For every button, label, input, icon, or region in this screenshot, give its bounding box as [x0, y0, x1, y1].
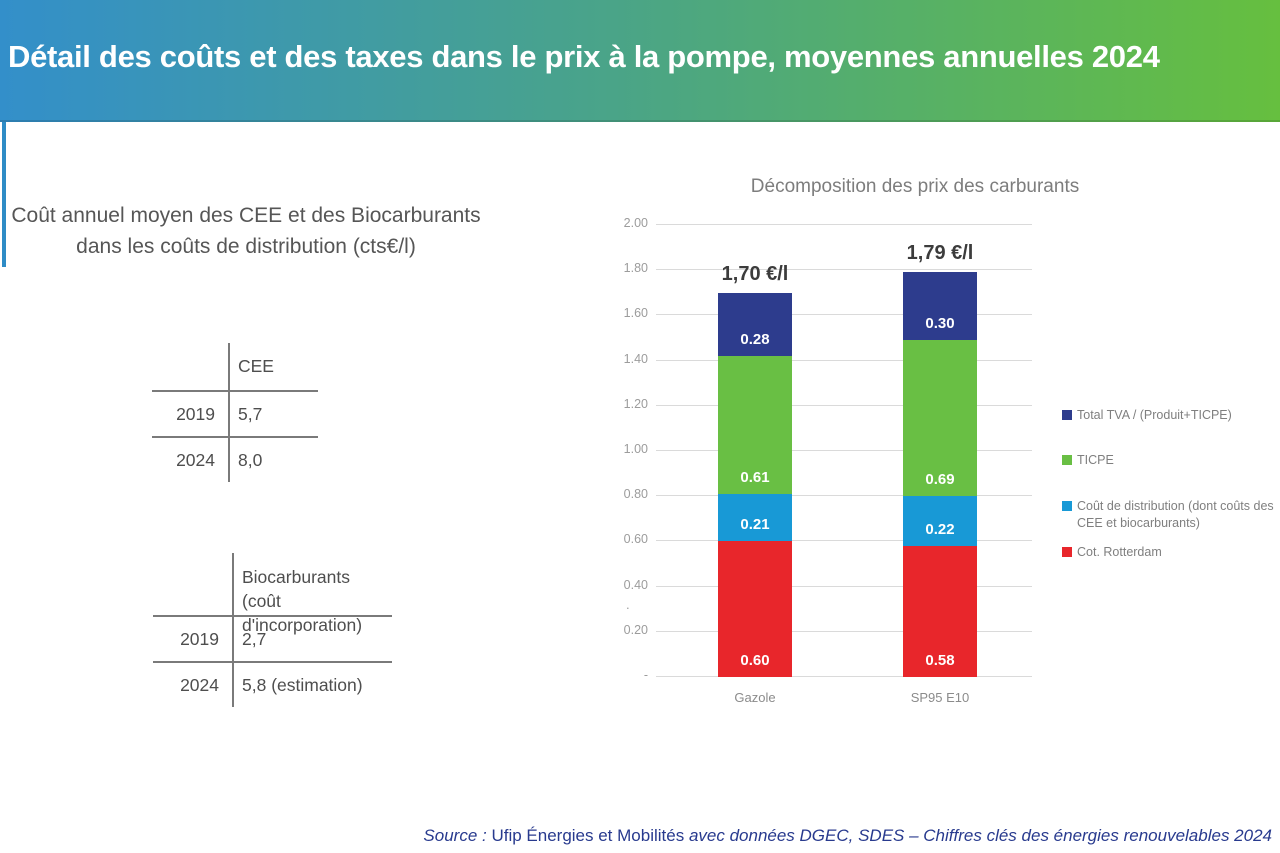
left-panel-heading-line1: Coût annuel moyen des CEE et des Biocarb…	[11, 204, 481, 227]
source-note: Source : Ufip Énergies et Mobilités avec…	[423, 826, 1272, 846]
bar-segment: 0.58	[903, 546, 977, 677]
bar-segment-value: 0.58	[925, 652, 955, 669]
bar-segment: 0.61	[718, 356, 792, 494]
bar-gazole: 0.60 0.21 0.61 0.28	[718, 224, 792, 677]
left-panel-heading: Coût annuel moyen des CEE et des Biocarb…	[0, 200, 492, 262]
table-row: 2024 5,8 (estimation)	[153, 661, 392, 707]
bar-total-label: 1,70 €/l	[721, 263, 789, 285]
y-axis-tick-label: 1.40	[623, 352, 648, 366]
legend-item: Coût de distribution (dont coûts des CEE…	[1062, 498, 1280, 532]
cee-row-2024-value: 8,0	[238, 449, 263, 470]
y-axis-tick-label: 0.40	[623, 578, 648, 592]
source-rest: avec données DGEC, SDES – Chiffres clés …	[684, 826, 1272, 845]
bar-segment: 0.21	[718, 494, 792, 541]
bar-segment-value: 0.69	[925, 471, 955, 488]
gridline	[656, 540, 1032, 541]
bar-segment-value: 0.30	[925, 315, 955, 332]
legend-item: TICPE	[1062, 452, 1280, 469]
legend-item-label: Cot. Rotterdam	[1077, 545, 1162, 559]
left-accent-line	[2, 122, 6, 267]
bar-segment: 0.28	[718, 293, 792, 356]
bar-segment-value: 0.21	[740, 516, 770, 533]
source-prefix: Source :	[423, 826, 492, 845]
y-axis-tick-label: 1.80	[623, 261, 648, 275]
bar-segment-value: 0.22	[925, 521, 955, 538]
legend-color-swatch	[1062, 410, 1072, 420]
gridline	[656, 631, 1032, 632]
biocarburants-table: Biocarburants (coût d'incorporation) 201…	[153, 553, 392, 707]
bio-row-2019-year: 2019	[180, 628, 219, 649]
source-org: Ufip Énergies et Mobilités	[491, 826, 685, 845]
bar-segment: 0.60	[718, 541, 792, 677]
bar-segment: 0.69	[903, 340, 977, 496]
gridline	[656, 495, 1032, 496]
x-axis-category-label: SP95 E10	[910, 690, 970, 705]
header-banner: Détail des coûts et des taxes dans le pr…	[0, 0, 1280, 122]
y-axis-tick-label: 0.20	[623, 623, 648, 637]
legend-item: Cot. Rotterdam	[1062, 544, 1280, 561]
gridline	[656, 450, 1032, 451]
legend-color-swatch	[1062, 547, 1072, 557]
biocarburants-table-header-row: Biocarburants (coût d'incorporation)	[153, 553, 392, 635]
table-row: 2024 8,0	[152, 436, 318, 482]
bar-sp95-e10: 0.58 0.22 0.69 0.30	[903, 224, 977, 677]
legend-color-swatch	[1062, 455, 1072, 465]
cee-table: CEE 2019 5,7 2024 8,0	[152, 343, 318, 482]
y-axis-tick-label: 0.60	[623, 532, 648, 546]
bar-segment-value: 0.60	[740, 652, 770, 669]
y-axis-tick-label: 2.00	[623, 216, 648, 230]
bio-row-2019-value: 2,7	[242, 628, 267, 649]
legend-item-label: Total TVA / (Produit+TICPE)	[1077, 408, 1232, 422]
gridline	[656, 269, 1032, 270]
bar-segment: 0.30	[903, 272, 977, 340]
gridline	[656, 405, 1032, 406]
cee-row-2024-year: 2024	[176, 449, 215, 470]
bio-row-2024-value: 5,8 (estimation)	[242, 674, 363, 695]
gridline	[656, 314, 1032, 315]
bar-total-label: 1,79 €/l	[906, 242, 974, 264]
y-axis-stray-dot: .	[626, 597, 630, 612]
biocarburants-table-header-label: Biocarburants (coût d'incorporation)	[242, 567, 363, 635]
legend-item: Total TVA / (Produit+TICPE)	[1062, 407, 1280, 424]
table-row: 2019 5,7	[152, 390, 318, 436]
legend-item-label: Coût de distribution (dont coûts des CEE…	[1077, 499, 1274, 530]
legend-item-label: TICPE	[1077, 453, 1114, 467]
y-axis-tick-label: 1.20	[623, 397, 648, 411]
gridline	[656, 224, 1032, 225]
y-axis-tick-label: 0.80	[623, 487, 648, 501]
bio-row-2024-year: 2024	[180, 674, 219, 695]
chart-plot: 2.00 1.80 1.60 1.40 1.20 1.00 0.80 0.60 0.40 0.20…	[624, 216, 1032, 705]
cee-table-header-row: CEE	[152, 343, 318, 390]
biocarburants-table-divider	[232, 553, 234, 707]
cee-row-2019-year: 2019	[176, 403, 215, 424]
gridline	[656, 360, 1032, 361]
y-axis-tick-label: -	[643, 668, 648, 682]
page-title: Détail des coûts et des taxes dans le pr…	[8, 39, 1160, 74]
left-panel-heading-line2: dans les coûts de distribution (cts€/l)	[76, 235, 416, 258]
cee-row-2019-value: 5,7	[238, 403, 263, 424]
gridline	[656, 586, 1032, 587]
bar-segment-value: 0.61	[740, 469, 770, 486]
cee-table-divider	[228, 343, 230, 482]
chart-title: Décomposition des prix des carburants	[750, 176, 1080, 197]
bar-segment-value: 0.28	[740, 331, 770, 348]
y-axis-tick-label: 1.00	[623, 442, 648, 456]
chart-legend: Total TVA / (Produit+TICPE) TICPE Coût de …	[1062, 407, 1280, 589]
table-row: 2019 2,7	[153, 615, 392, 661]
y-axis-tick-label: 1.60	[623, 306, 648, 320]
cee-table-header-label: CEE	[238, 356, 274, 376]
gridline	[656, 676, 1032, 677]
legend-color-swatch	[1062, 501, 1072, 511]
x-axis-category-label: Gazole	[734, 690, 776, 705]
bar-segment: 0.22	[903, 496, 977, 546]
